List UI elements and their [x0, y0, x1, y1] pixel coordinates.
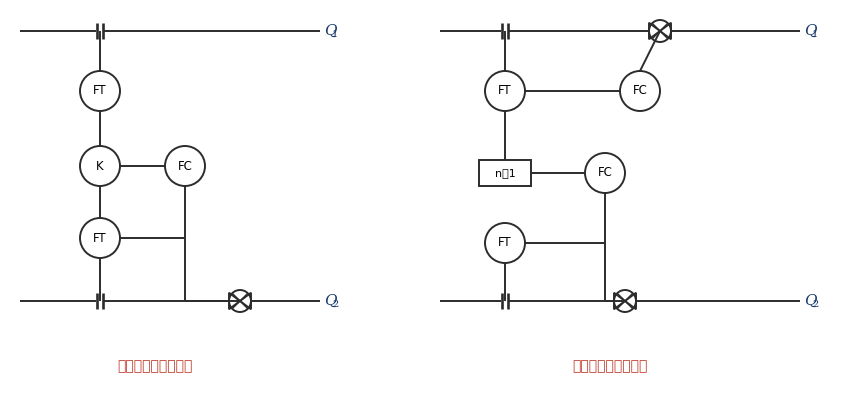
Text: 单闭环比值控制系统: 单闭环比值控制系统 — [117, 359, 193, 373]
Text: FC: FC — [632, 85, 647, 97]
Circle shape — [485, 223, 525, 263]
Text: FT: FT — [498, 85, 512, 97]
Text: Q: Q — [804, 294, 817, 308]
Bar — [479, 160, 531, 186]
Circle shape — [620, 71, 660, 111]
Text: 2: 2 — [813, 300, 818, 309]
Text: 1: 1 — [333, 30, 338, 39]
Text: Q: Q — [804, 24, 817, 38]
Circle shape — [485, 71, 525, 111]
Text: Q: Q — [324, 294, 337, 308]
Text: 双闭环比值控制系统: 双闭环比值控制系统 — [573, 359, 647, 373]
Circle shape — [80, 71, 120, 111]
Text: FC: FC — [178, 160, 193, 172]
Text: FT: FT — [498, 237, 512, 249]
Text: 1: 1 — [813, 30, 818, 39]
Circle shape — [165, 146, 205, 186]
Text: Q: Q — [324, 24, 337, 38]
Text: n：1: n：1 — [494, 168, 515, 178]
Text: 2: 2 — [333, 300, 338, 309]
Text: FT: FT — [93, 231, 107, 245]
Text: FT: FT — [93, 85, 107, 97]
Circle shape — [80, 218, 120, 258]
Text: K: K — [96, 160, 104, 172]
Text: FC: FC — [598, 166, 612, 180]
Circle shape — [585, 153, 625, 193]
Circle shape — [80, 146, 120, 186]
